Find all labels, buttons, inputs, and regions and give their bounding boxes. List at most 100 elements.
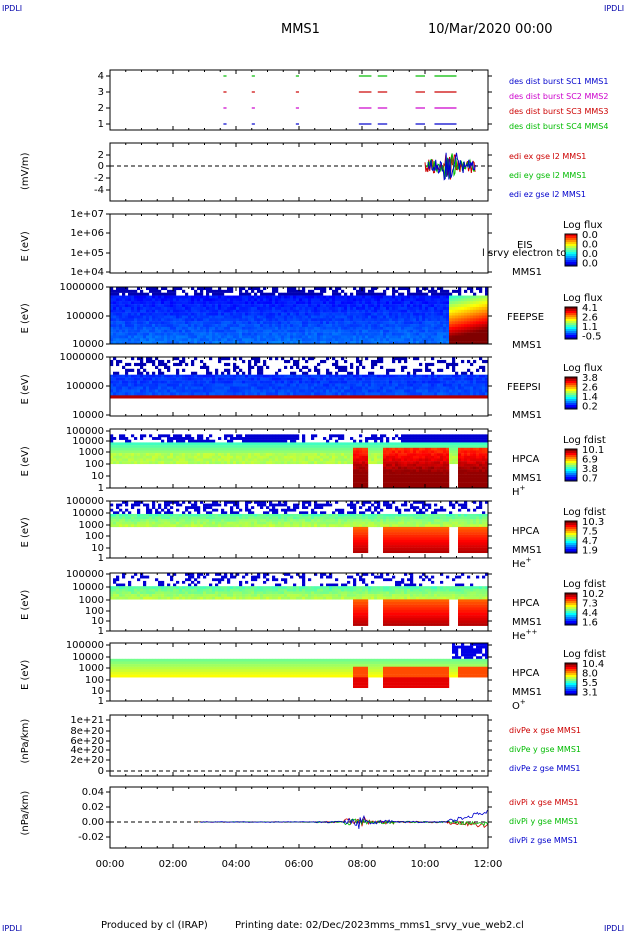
feepse-heat-cell xyxy=(239,335,243,339)
feepse-heat-cell xyxy=(212,338,216,342)
hpca_h-heat-cell xyxy=(365,471,369,475)
feepse-heat-cell xyxy=(473,338,477,342)
hpca_h-heat-cell xyxy=(308,450,312,454)
hpca_h-heat-cell xyxy=(116,455,120,459)
feepse-heat-cell xyxy=(407,298,411,302)
feepse-heat-cell xyxy=(335,306,339,310)
feepse-heat-cell xyxy=(221,306,225,310)
feepse-heat-cell xyxy=(326,318,330,322)
feepse-heat-cell xyxy=(143,292,147,296)
feepsi-heat-cell xyxy=(248,395,252,399)
hpca_h-heat-cell xyxy=(365,469,369,473)
feepsi-heat-cell xyxy=(116,371,120,375)
feepse-heat-cell xyxy=(458,335,462,339)
feepse-heat-cell xyxy=(362,289,366,293)
hpca_h-heat-cell xyxy=(335,447,339,451)
feepse-heat-cell xyxy=(452,329,456,333)
feepsi-heat-cell xyxy=(137,386,141,390)
feepsi-heat-cell xyxy=(146,395,150,399)
feepse-heat-cell xyxy=(479,304,483,308)
feepse-heat-cell xyxy=(152,292,156,296)
hpca_h-heat-cell xyxy=(329,442,333,446)
feepse-heat-cell xyxy=(362,329,366,333)
feepse-heat-cell xyxy=(296,329,300,333)
feepse-heat-cell xyxy=(221,329,225,333)
feepse-heat-cell xyxy=(371,321,375,325)
feepse-heat-cell xyxy=(464,321,468,325)
feepse-heat-cell xyxy=(128,306,132,310)
feepse-heat-cell xyxy=(188,306,192,310)
feepse-heat-cell xyxy=(284,298,288,302)
feepse-heat-cell xyxy=(404,306,408,310)
feepse-heat-cell xyxy=(227,329,231,333)
feepse-heat-cell xyxy=(113,298,117,302)
feepse-heat-cell xyxy=(386,318,390,322)
feepsi-heat-cell xyxy=(371,362,375,367)
feepsi-heat-cell xyxy=(485,359,489,364)
feepsi-heat-cell xyxy=(290,383,294,387)
hpca_h-heat-cell xyxy=(158,458,162,462)
feepse-heat-cell xyxy=(275,312,279,316)
feepsi-heat-cell xyxy=(254,359,258,364)
feepsi-heat-cell xyxy=(239,386,243,390)
feepsi-heat-cell xyxy=(305,392,309,396)
hpca_h-heat-cell xyxy=(233,447,237,451)
hpca_h-heat-cell xyxy=(170,450,174,454)
feepse-heat-cell xyxy=(308,324,312,328)
feepsi-heat-cell xyxy=(335,386,339,390)
feepse-heat-cell xyxy=(362,335,366,339)
feepse-heat-cell xyxy=(428,332,432,336)
feepse-heat-cell xyxy=(293,292,297,296)
feepsi-heat-cell xyxy=(407,392,411,396)
feepse-heat-cell xyxy=(449,326,453,330)
feepse-heat-cell xyxy=(260,332,264,336)
feepsi-heat-cell xyxy=(482,380,486,384)
feepsi-heat-cell xyxy=(404,389,408,393)
feepse-heat-cell xyxy=(374,332,378,336)
feepse-heat-cell xyxy=(470,298,474,302)
feepse-heat-cell xyxy=(191,324,195,328)
feepsi-heat-cell xyxy=(287,383,291,387)
feepsi-heat-cell xyxy=(332,383,336,387)
feepse-heat-cell xyxy=(452,338,456,342)
feepse-heat-cell xyxy=(227,321,231,325)
feepse-heat-cell xyxy=(245,335,249,339)
feepse-heat-cell xyxy=(431,341,435,345)
feepse-heat-cell xyxy=(482,301,486,305)
feepsi-heat-cell xyxy=(173,392,177,396)
feepse-heat-cell xyxy=(299,306,303,310)
feepsi-heat-cell xyxy=(443,395,447,399)
feepse-heat-cell xyxy=(443,304,447,308)
hpca_h-heat-cell xyxy=(311,458,315,462)
eis-ytick-label: 1e+07 xyxy=(70,209,104,220)
edi-frame xyxy=(109,142,489,202)
feepse-heat-cell xyxy=(398,326,402,330)
feepse-heat-cell xyxy=(392,304,396,308)
feepse-heat-cell xyxy=(122,298,126,302)
feepse-heat-cell xyxy=(332,332,336,336)
hpca_h-heat-cell xyxy=(194,453,198,457)
hpca_h-heat-cell xyxy=(233,458,237,462)
feepse-heat-cell xyxy=(371,338,375,342)
feepse-heat-cell xyxy=(338,292,342,296)
feepse-heat-cell xyxy=(347,324,351,328)
feepsi-heat-cell xyxy=(269,380,273,384)
hpca_h-heat-cell xyxy=(293,453,297,457)
hpca_h-heat-cell xyxy=(206,461,210,465)
feepsi-heat-cell xyxy=(323,392,327,396)
feepsi-heat-cell xyxy=(206,392,210,396)
feepse-heat-cell xyxy=(146,312,150,316)
hpca_h-heat-cell xyxy=(200,434,204,438)
feepse-heat-cell xyxy=(467,315,471,319)
feepse-heat-cell xyxy=(116,329,120,333)
feepse-heat-cell xyxy=(371,315,375,319)
feepse-heat-cell xyxy=(401,287,405,291)
feepse-heat-cell xyxy=(311,335,315,339)
feepse-heat-cell xyxy=(266,329,270,333)
feepse-heat-cell xyxy=(182,326,186,330)
feepsi-heat-cell xyxy=(278,383,282,387)
feepse-heat-cell xyxy=(185,304,189,308)
feepse-heat-cell xyxy=(260,318,264,322)
feepse-heat-cell xyxy=(167,295,171,299)
feepse-heat-cell xyxy=(137,301,141,305)
